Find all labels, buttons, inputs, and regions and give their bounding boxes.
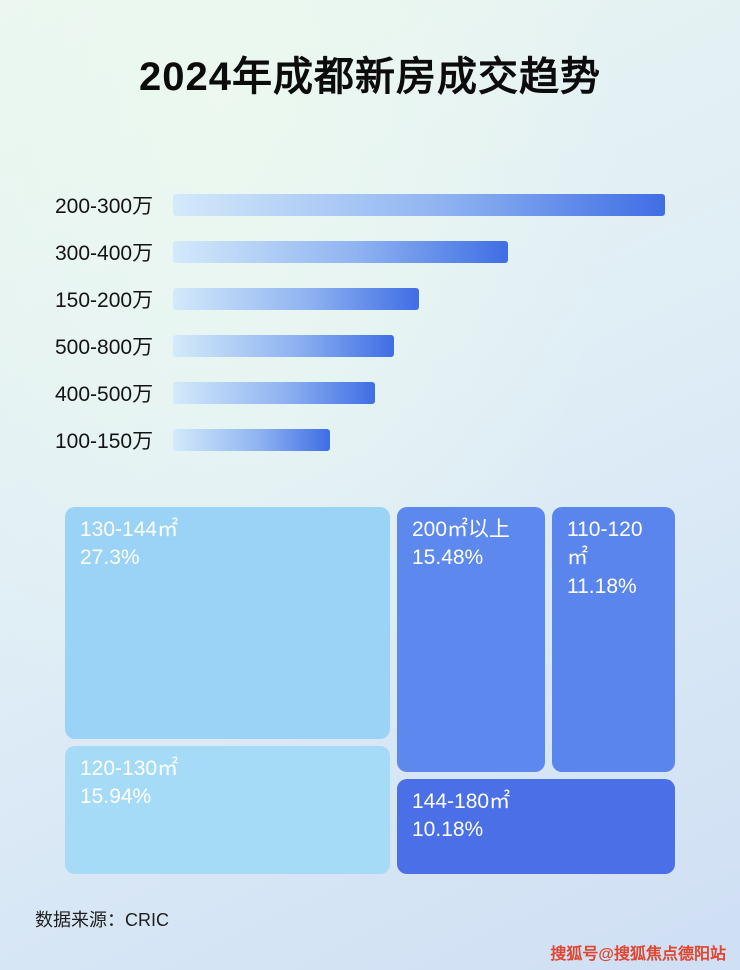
treemap-box-label: 120-130㎡ — [80, 757, 179, 780]
bar-row: 150-200万 — [55, 288, 740, 312]
treemap-box-110-120: 110-120㎡ 11.18% — [552, 507, 675, 772]
treemap-box-200-plus: 200㎡以上 15.48% — [397, 507, 545, 772]
treemap-box-label: 200㎡以上 — [412, 518, 511, 541]
bar-category-label: 500-800万 — [55, 336, 154, 359]
treemap-box-value: 15.48% — [412, 546, 484, 570]
bar-category-label: 300-400万 — [55, 242, 154, 265]
bar-track — [173, 241, 665, 263]
treemap-box-label: 110-120㎡ — [567, 518, 643, 570]
bar — [173, 241, 508, 263]
bar-row: 400-500万 — [55, 382, 740, 406]
bar-row: 500-800万 — [55, 335, 740, 359]
bar-track — [173, 429, 665, 451]
bar-track — [173, 382, 665, 404]
bar-category-label: 200-300万 — [55, 195, 154, 218]
treemap-box-label: 144-180㎡ — [412, 790, 511, 813]
treemap-box-value: 27.3% — [80, 546, 140, 570]
treemap-box-label: 130-144㎡ — [80, 518, 179, 541]
page-title: 2024年成都新房成交趋势 — [139, 55, 601, 99]
bar-category-label: 100-150万 — [55, 430, 154, 453]
price-range-bar-chart: 200-300万 300-400万 150-200万 500-800万 400- — [55, 194, 740, 453]
treemap-box-120-130: 120-130㎡ 15.94% — [65, 746, 390, 874]
bar — [173, 288, 419, 310]
bar-row: 300-400万 — [55, 241, 740, 265]
bar-row: 200-300万 — [55, 194, 740, 218]
treemap-box-value: 15.94% — [80, 785, 152, 809]
bar-category-label: 400-500万 — [55, 383, 154, 406]
bar-category-label: 150-200万 — [55, 289, 154, 312]
bar — [173, 335, 395, 357]
treemap-box-value: 10.18% — [412, 818, 484, 842]
bar-row: 100-150万 — [55, 429, 740, 453]
bar-track — [173, 194, 665, 216]
bar — [173, 194, 665, 216]
bar-track — [173, 335, 665, 357]
watermark: 搜狐号@搜狐焦点德阳站 — [550, 946, 726, 963]
bar — [173, 382, 375, 404]
treemap-box-144-180: 144-180㎡ 10.18% — [397, 779, 675, 874]
bar — [173, 429, 331, 451]
treemap-box-130-144: 130-144㎡ 27.3% — [65, 507, 390, 739]
treemap-box-value: 11.18% — [567, 574, 637, 598]
bar-track — [173, 288, 665, 310]
data-source-label: 数据来源：CRIC — [35, 910, 169, 930]
area-share-treemap: 130-144㎡ 27.3% 200㎡以上 15.48% 110-120㎡ 11… — [65, 507, 675, 874]
